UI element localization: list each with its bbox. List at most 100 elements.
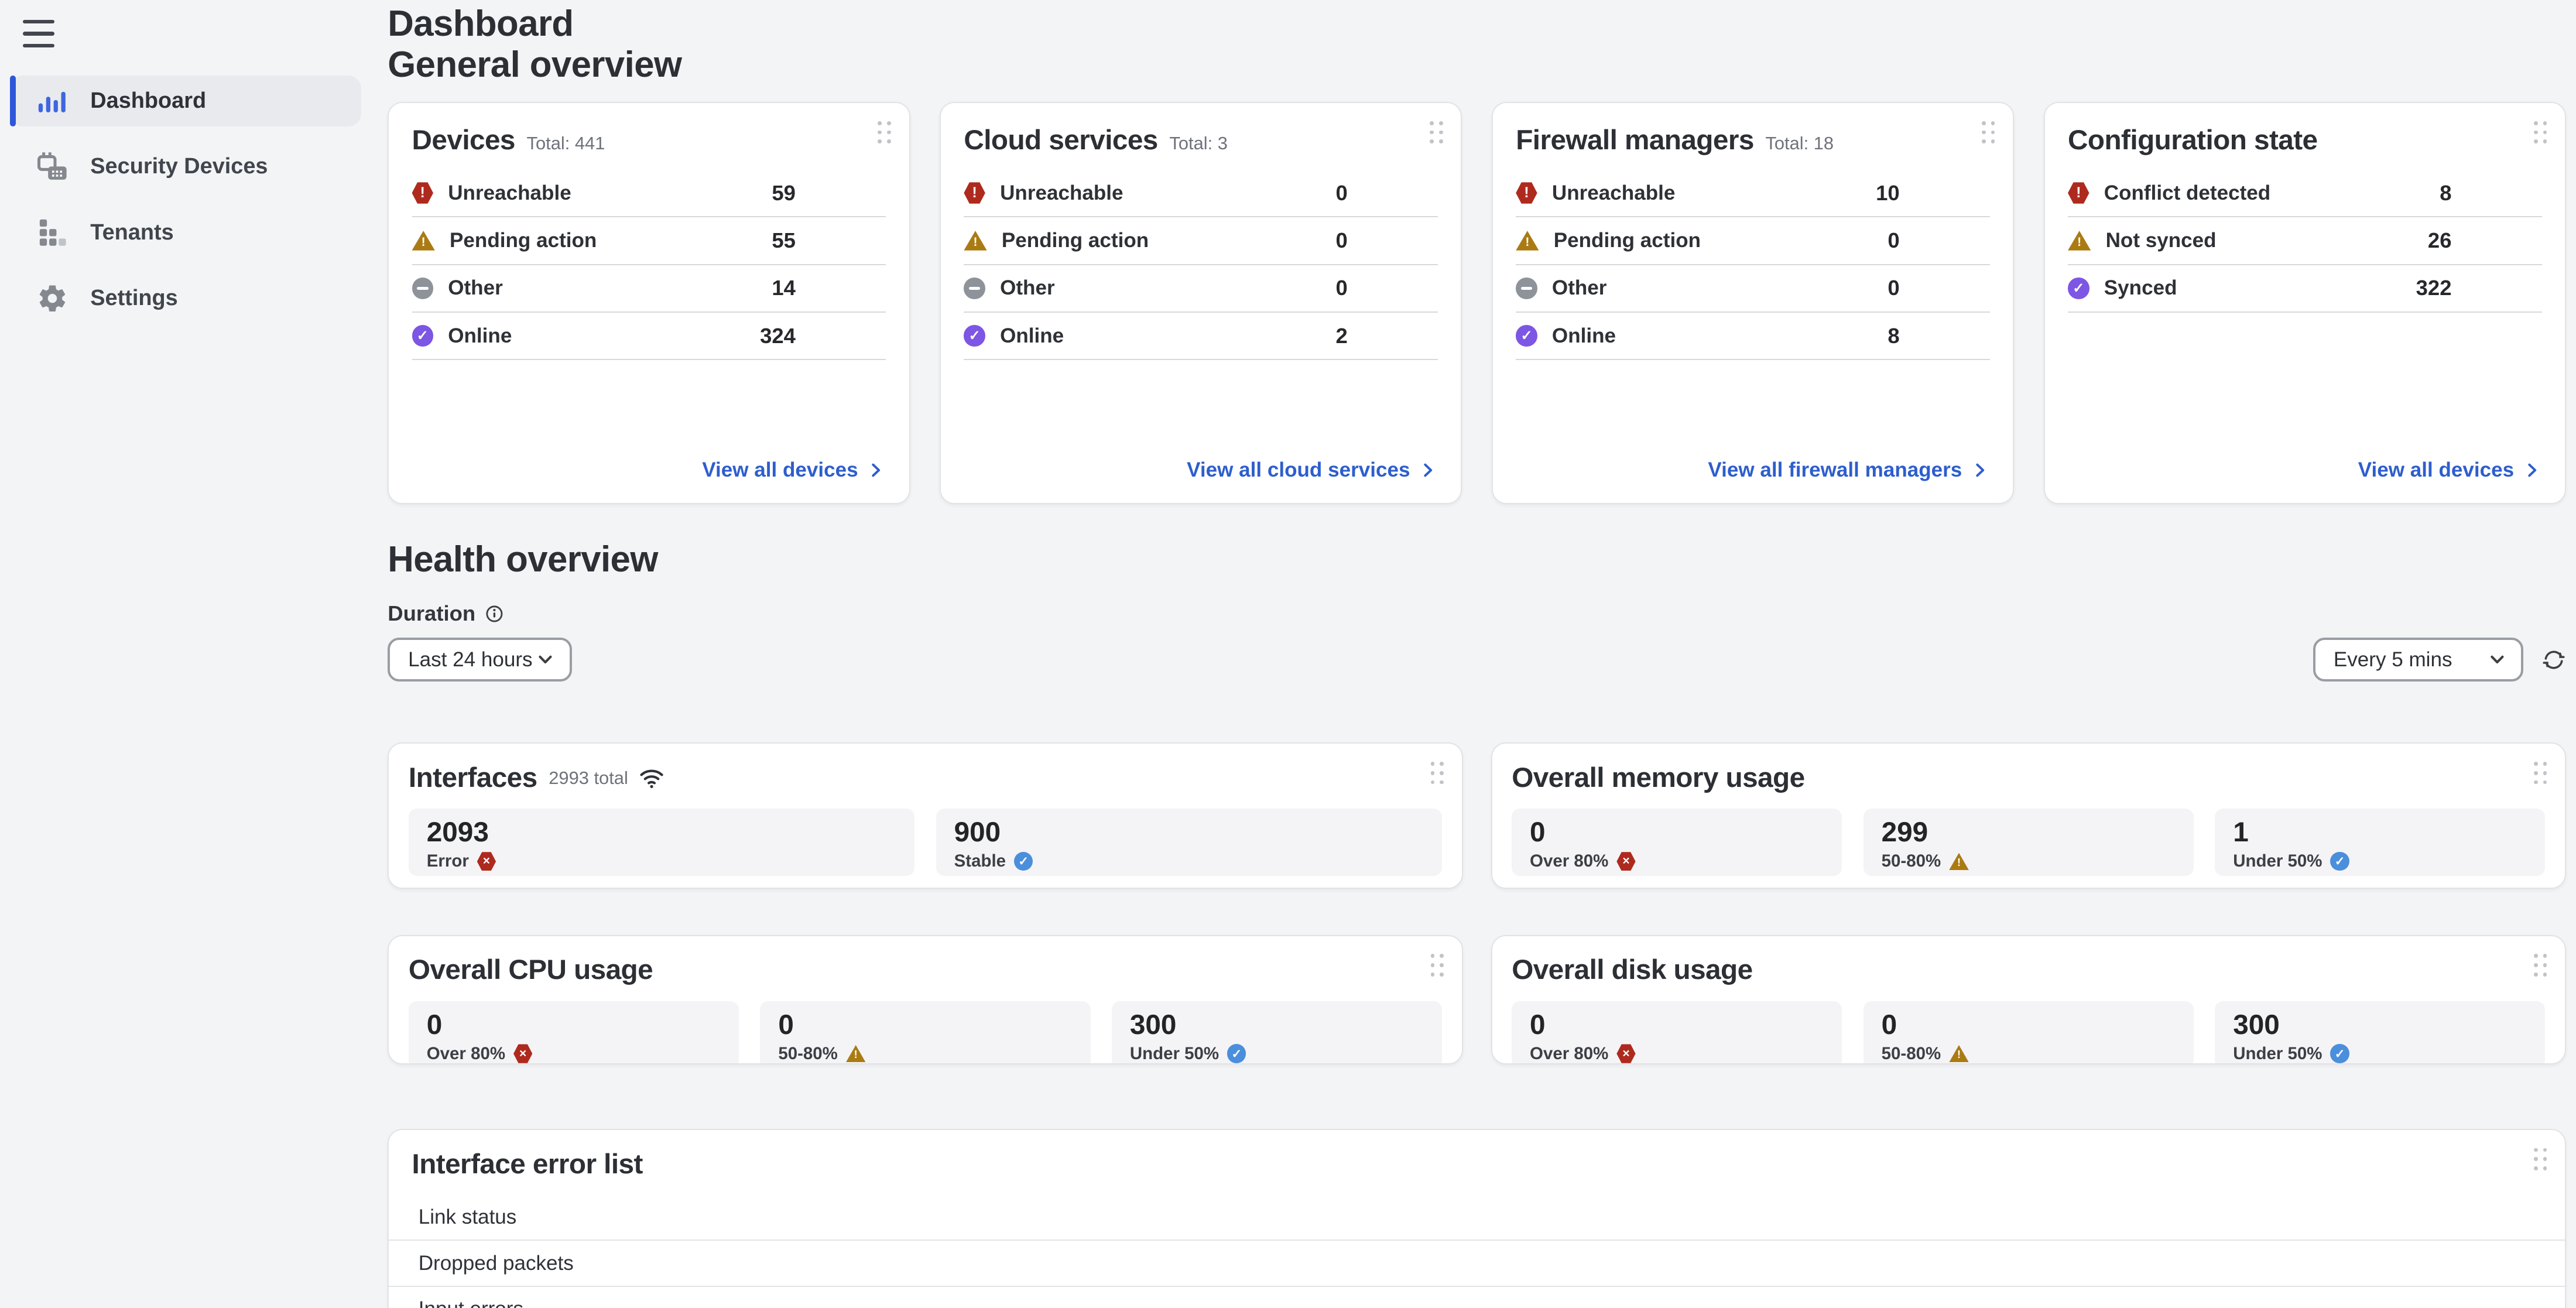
- critical-hexagon-icon: !: [964, 182, 985, 204]
- healthy-check-icon: ✓: [1227, 1044, 1246, 1063]
- sidebar-nav: Dashboard Security Devices Tenants Settings: [0, 76, 362, 338]
- duration-select[interactable]: Last 24 hours: [388, 637, 572, 682]
- status-label: Other: [1551, 276, 1607, 300]
- status-row-other[interactable]: Other 14: [412, 265, 886, 313]
- status-label: Synced: [2104, 276, 2177, 300]
- drag-handle-icon[interactable]: [2533, 762, 2547, 785]
- tile-label: Over 80%: [1530, 851, 1609, 871]
- status-row-synced[interactable]: ✓ Synced 322: [2068, 265, 2542, 313]
- tile-value: 2093: [426, 817, 489, 848]
- stat-tile-under-50[interactable]: 1 Under 50% ✓: [2215, 809, 2546, 876]
- view-all-link-configuration-state[interactable]: View all devices: [2358, 458, 2540, 482]
- info-icon[interactable]: [485, 605, 503, 623]
- chevron-right-icon: [1972, 462, 1988, 478]
- sidebar: Dashboard Security Devices Tenants Settings: [0, 0, 362, 1308]
- stat-tile-under-50[interactable]: 300 Under 50% ✓: [1112, 1001, 1443, 1064]
- stat-tile-over-80[interactable]: 0 Over 80% ×: [1512, 1001, 1842, 1064]
- error-list-row-dropped-packets[interactable]: Dropped packets: [389, 1241, 2565, 1287]
- tile-label: 50-80%: [1881, 1043, 1941, 1063]
- refresh-icon[interactable]: [2541, 648, 2566, 672]
- status-label: Online: [1000, 324, 1064, 347]
- status-count: 26: [2427, 228, 2452, 252]
- status-row-online[interactable]: ✓ Online 324: [412, 313, 886, 361]
- status-count: 0: [1335, 228, 1348, 252]
- dashboard-icon: [36, 85, 69, 118]
- sidebar-item-dashboard[interactable]: Dashboard: [9, 76, 362, 127]
- view-all-link-devices[interactable]: View all devices: [702, 458, 884, 482]
- status-count: 0: [1888, 228, 1900, 252]
- status-count: 14: [772, 276, 796, 300]
- status-count: 0: [1335, 276, 1348, 300]
- status-count: 0: [1335, 180, 1348, 205]
- drag-handle-icon[interactable]: [1981, 121, 1995, 143]
- status-label: Other: [448, 276, 503, 300]
- warning-triangle-icon: !: [412, 231, 435, 251]
- stat-tile-50-80[interactable]: 0 50-80%!: [1863, 1001, 2194, 1064]
- chevron-down-icon: [2488, 650, 2506, 669]
- tile-value: 900: [954, 817, 1001, 848]
- stat-tile-error[interactable]: 2093 Error ×: [408, 809, 915, 876]
- health-overview-heading: Health overview: [388, 539, 658, 580]
- sidebar-item-tenants[interactable]: Tenants: [10, 207, 362, 258]
- sidebar-item-security-devices[interactable]: Security Devices: [10, 141, 362, 192]
- drag-handle-icon[interactable]: [2533, 954, 2547, 977]
- status-row-unreachable[interactable]: ! Unreachable 59: [412, 170, 886, 218]
- status-row-pending-action[interactable]: ! Pending action 0: [964, 217, 1438, 265]
- status-row-online[interactable]: ✓ Online 8: [1516, 313, 1990, 361]
- status-label: Online: [1551, 324, 1616, 347]
- tile-label: Under 50%: [2233, 1043, 2322, 1063]
- tile-label: Under 50%: [1129, 1043, 1220, 1063]
- status-label: Pending action: [1001, 228, 1149, 252]
- page-subtitle: General overview: [388, 44, 682, 85]
- healthy-check-icon: ✓: [2330, 1044, 2349, 1063]
- view-all-link-cloud-services[interactable]: View all cloud services: [1187, 458, 1436, 482]
- sidebar-item-settings[interactable]: Settings: [10, 273, 362, 324]
- status-cards-row: Devices Total: 441! Unreachable 59! Pending …: [388, 101, 2567, 505]
- drag-handle-icon[interactable]: [1430, 954, 1444, 977]
- card-title: Overall memory usage: [1512, 762, 1805, 794]
- view-all-link-firewall-managers[interactable]: View all firewall managers: [1708, 458, 1988, 482]
- status-row-online[interactable]: ✓ Online 2: [964, 313, 1438, 361]
- stat-tile-50-80[interactable]: 0 50-80%!: [760, 1001, 1091, 1064]
- status-label: Pending action: [450, 228, 597, 252]
- drag-handle-icon[interactable]: [1430, 121, 1443, 143]
- drag-handle-icon[interactable]: [2533, 1148, 2547, 1170]
- status-card-cloud-services: Cloud services Total: 3! Unreachable 0! Pend…: [940, 101, 1462, 505]
- status-count: 8: [1888, 323, 1900, 348]
- error-x-icon: ×: [1616, 1044, 1636, 1063]
- tile-value: 0: [1530, 1009, 1546, 1040]
- card-total-count: Total: 441: [526, 133, 605, 154]
- tile-value: 0: [1881, 1009, 1897, 1040]
- drag-handle-icon[interactable]: [878, 121, 891, 143]
- card-title: Configuration state: [2068, 125, 2318, 156]
- status-label: Unreachable: [1000, 181, 1123, 204]
- status-row-conflict-detected[interactable]: ! Conflict detected 8: [2068, 170, 2542, 218]
- sidebar-item-label: Security Devices: [90, 154, 268, 179]
- warning-triangle-icon: !: [2068, 231, 2091, 251]
- drag-handle-icon[interactable]: [1430, 762, 1444, 785]
- status-row-pending-action[interactable]: ! Pending action 0: [1516, 217, 1990, 265]
- wifi-icon: [639, 766, 664, 789]
- stat-tile-stable[interactable]: 900 Stable ✓: [936, 809, 1443, 876]
- status-row-other[interactable]: Other 0: [964, 265, 1438, 313]
- warning-triangle-icon: !: [1949, 1045, 1969, 1063]
- status-row-unreachable[interactable]: ! Unreachable 0: [964, 170, 1438, 218]
- stat-tile-under-50[interactable]: 300 Under 50% ✓: [2215, 1001, 2546, 1064]
- chevron-right-icon: [868, 462, 884, 478]
- critical-hexagon-icon: !: [1516, 182, 1537, 204]
- status-row-other[interactable]: Other 0: [1516, 265, 1990, 313]
- status-row-pending-action[interactable]: ! Pending action 55: [412, 217, 886, 265]
- status-row-not-synced[interactable]: ! Not synced 26: [2068, 217, 2542, 265]
- duration-label: Duration: [388, 601, 2566, 626]
- stat-tile-over-80[interactable]: 0 Over 80% ×: [408, 1001, 739, 1064]
- stat-tile-over-80[interactable]: 0 Over 80% ×: [1512, 809, 1842, 876]
- status-label: Other: [1000, 276, 1055, 300]
- stat-tile-50-80[interactable]: 299 50-80%!: [1863, 809, 2194, 876]
- error-list-row-link-status[interactable]: Link status: [389, 1195, 2565, 1241]
- status-row-unreachable[interactable]: ! Unreachable 10: [1516, 170, 1990, 218]
- error-list-row-input-errors[interactable]: Input errors: [389, 1287, 2565, 1307]
- refresh-interval-select[interactable]: Every 5 mins: [2313, 637, 2524, 682]
- sidebar-item-label: Dashboard: [90, 88, 207, 114]
- drag-handle-icon[interactable]: [2533, 121, 2547, 143]
- hamburger-menu-icon[interactable]: [23, 19, 56, 48]
